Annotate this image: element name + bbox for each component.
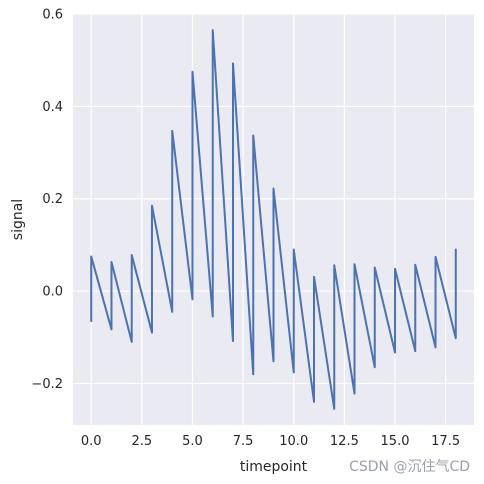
x-tick-label: 5.0 [182, 434, 203, 449]
x-tick-label: 15.0 [381, 434, 410, 449]
series-group [90, 29, 457, 410]
x-axis-label: timepoint [240, 459, 308, 475]
x-tick-label: 12.5 [330, 434, 359, 449]
x-tick-label: 10.0 [279, 434, 308, 449]
series-line [90, 29, 457, 410]
x-tick-label: 0.0 [81, 434, 102, 449]
y-tick-label: 0.4 [42, 100, 63, 115]
y-axis-label: signal [10, 199, 26, 240]
y-tick-label: 0.6 [42, 8, 63, 23]
x-tick-label: 17.5 [431, 434, 460, 449]
y-tick-label: −0.2 [31, 377, 63, 392]
y-tick-label: 0.0 [42, 285, 63, 300]
watermark: CSDN @沉住气CD [349, 459, 470, 475]
y-axis-ticks: −0.2 0.0 0.2 0.4 0.6 [31, 8, 63, 392]
x-axis-ticks: 0.0 2.5 5.0 7.5 10.0 12.5 15.0 17.5 [81, 434, 460, 449]
y-tick-label: 0.2 [42, 192, 63, 207]
x-tick-label: 7.5 [233, 434, 254, 449]
x-tick-label: 2.5 [132, 434, 153, 449]
